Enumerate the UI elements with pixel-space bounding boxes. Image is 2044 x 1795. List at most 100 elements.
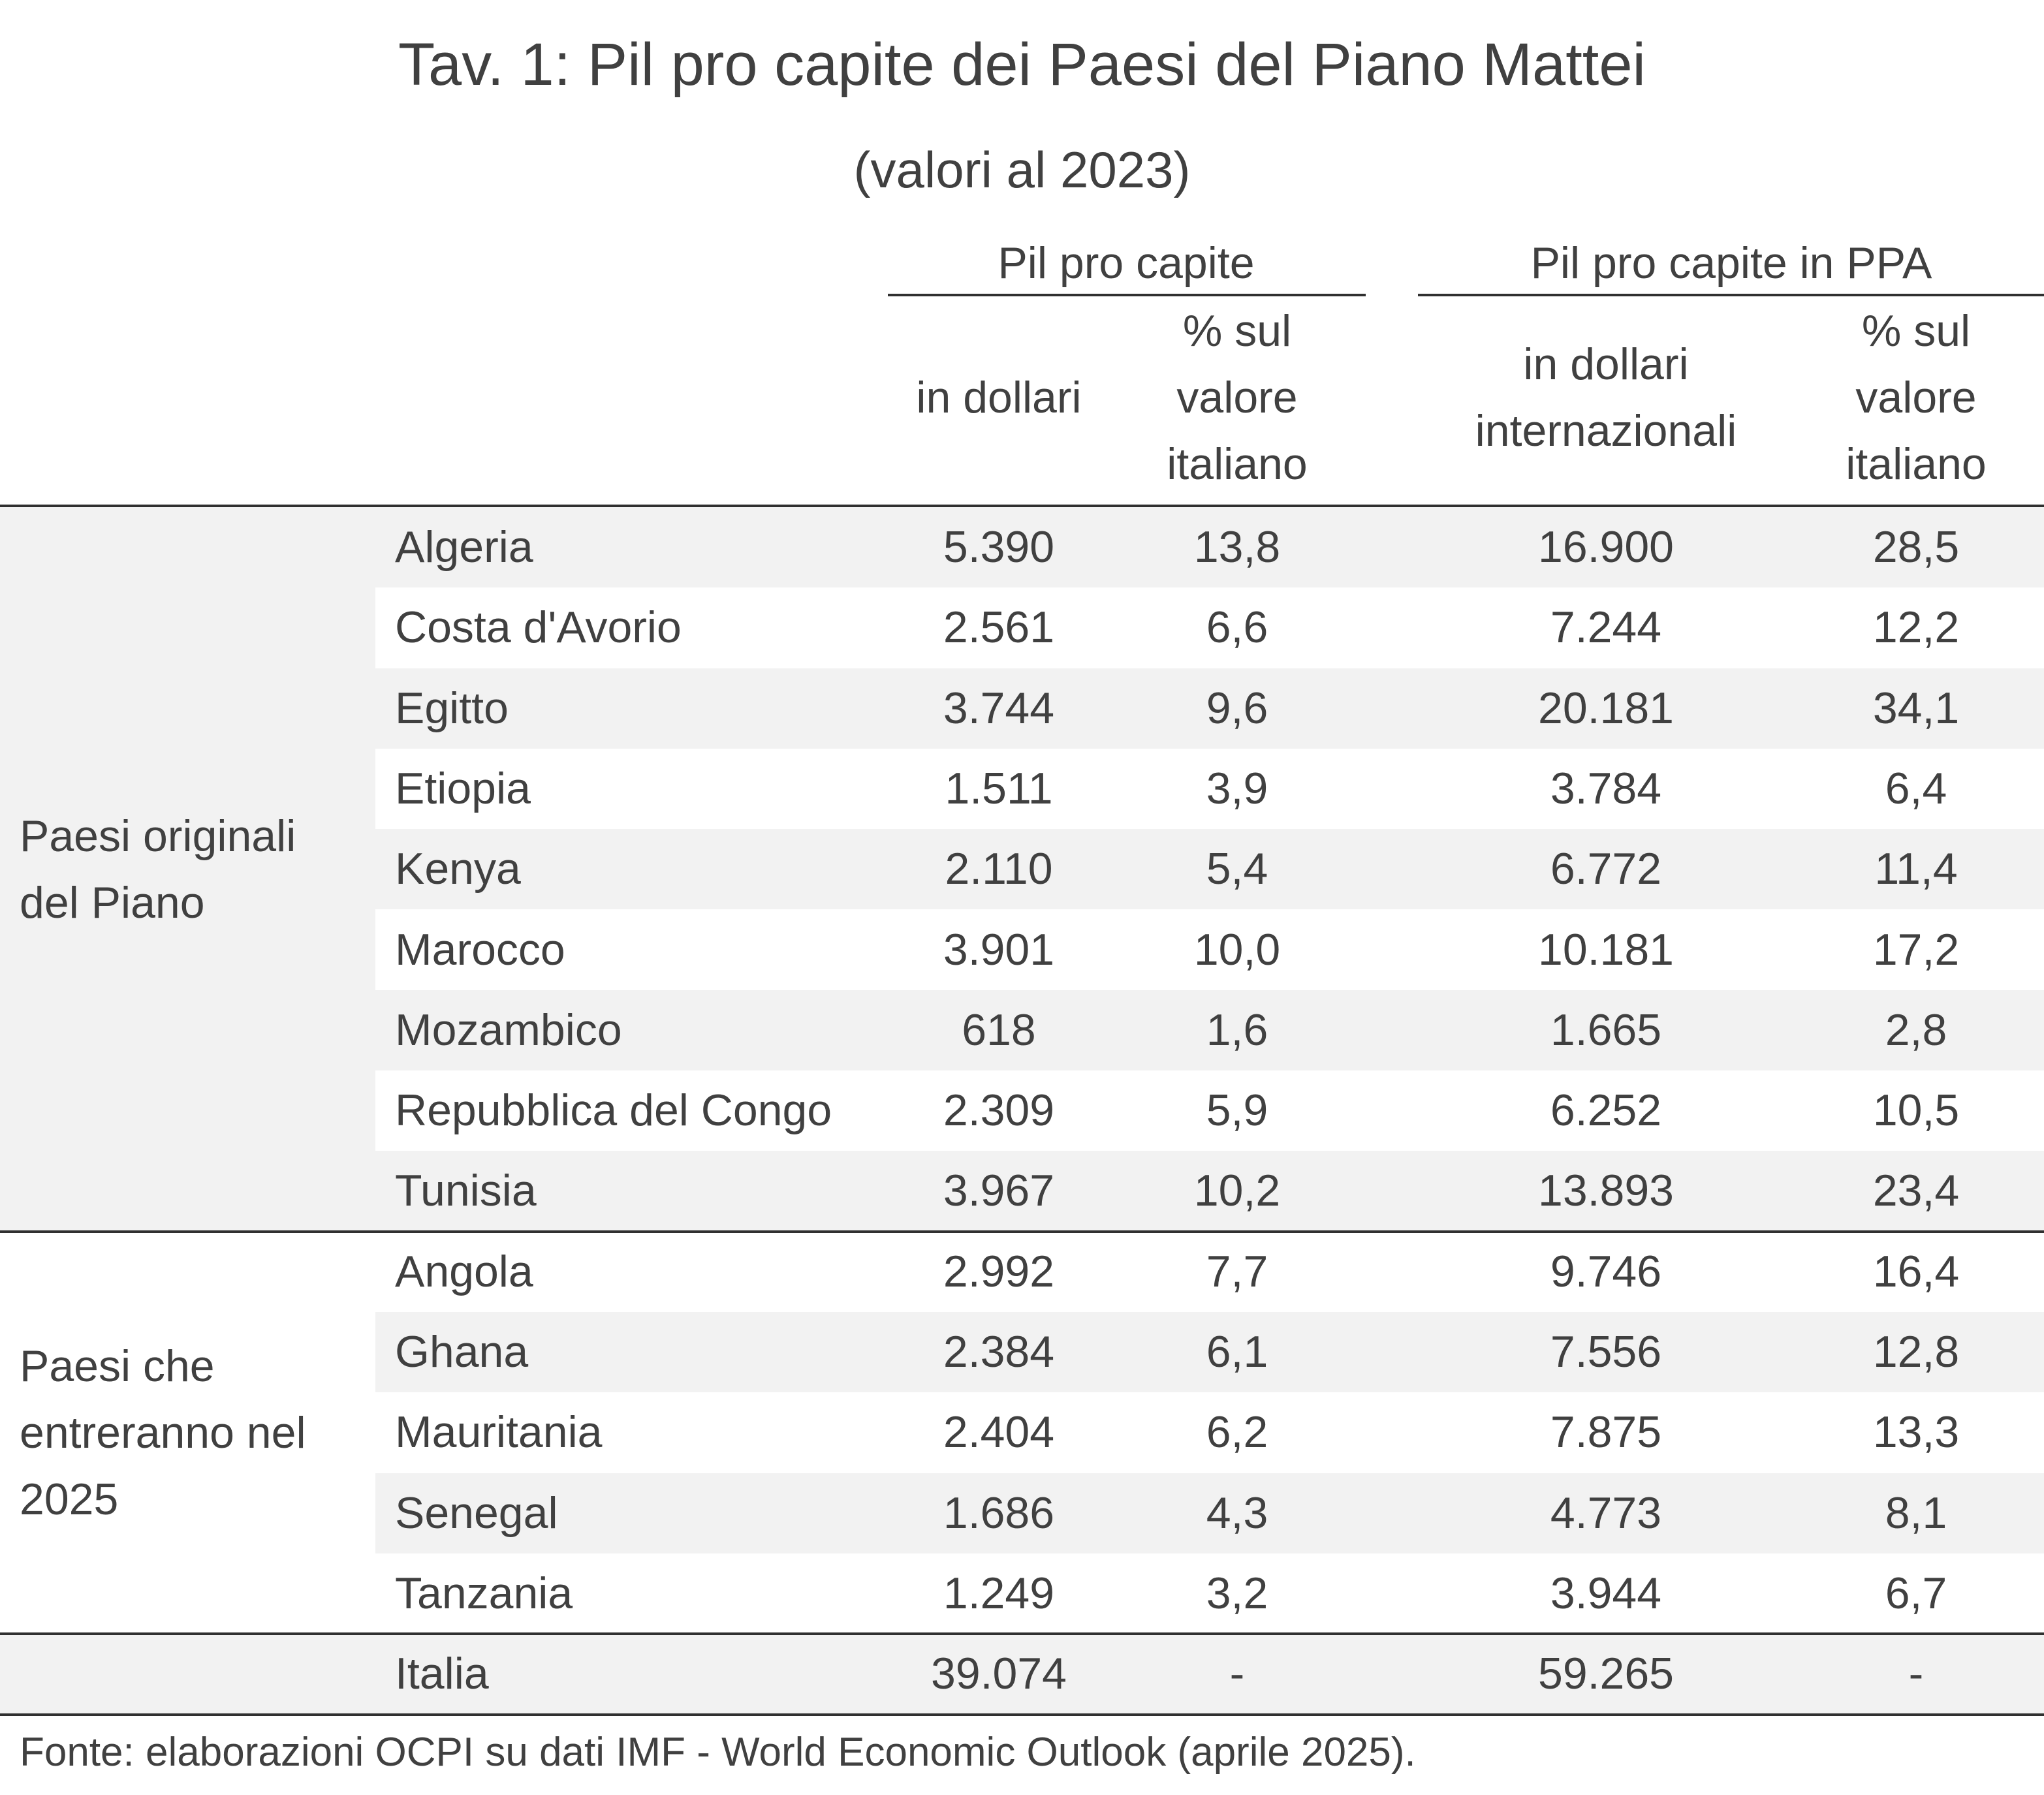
- ppa-pct-cell: 34,1: [1872, 683, 1960, 733]
- usd-cell: 3.967: [943, 1166, 1055, 1216]
- table-rule: [0, 1632, 2044, 1636]
- table-rule: [0, 1713, 2044, 1716]
- usd-cell: 2.384: [943, 1327, 1055, 1377]
- ppa-pct-cell: 8,1: [1885, 1488, 1947, 1538]
- row-background: [375, 668, 2044, 749]
- usd-pct-cell: 5,4: [1206, 844, 1268, 894]
- col-header-usd-line: in dollari: [916, 373, 1082, 422]
- col-header-line: valore: [1176, 373, 1298, 422]
- group-background: [0, 507, 375, 1232]
- table-rule: [0, 505, 2044, 507]
- usd-pct-cell: 6,6: [1206, 602, 1268, 653]
- group-header-ppa: Pil pro capite in PPA: [1530, 238, 1932, 288]
- ppa-pct-cell: 10,5: [1872, 1085, 1960, 1136]
- country-cell: Mozambico: [395, 1005, 622, 1055]
- group-background: [0, 1231, 375, 1634]
- table-rule: [0, 1230, 2044, 1233]
- usd-cell: 3.901: [943, 924, 1055, 975]
- ppa-pct-cell: 13,3: [1872, 1407, 1960, 1458]
- group-label: Paesi originali del Piano: [20, 803, 372, 936]
- group-label-line: Paesi che: [20, 1341, 215, 1391]
- ppa-cell: 1.665: [1550, 1005, 1662, 1055]
- page-subtitle: (valori al 2023): [853, 141, 1191, 198]
- country-cell: Etiopia: [395, 763, 531, 813]
- ppa-cell: 13.893: [1538, 1166, 1674, 1216]
- ppa-cell: 4.773: [1550, 1488, 1662, 1538]
- row-background: [375, 829, 2044, 910]
- ppa-cell: 16.900: [1538, 522, 1674, 572]
- usd-cell: 1.249: [943, 1568, 1055, 1618]
- usd-cell: 2.309: [943, 1085, 1055, 1136]
- usd-pct-cell: 3,9: [1206, 763, 1268, 813]
- ppa-pct-cell: 12,2: [1872, 602, 1960, 653]
- usd-pct-cell: 3,2: [1206, 1568, 1268, 1618]
- col-header-ppa: in dollari internazionali: [1430, 331, 1782, 464]
- col-header-line: in dollari: [1523, 339, 1689, 389]
- usd-pct-cell: 10,2: [1193, 1166, 1281, 1216]
- group-label-line: del Piano: [20, 877, 205, 928]
- ppa-cell: 20.181: [1538, 683, 1674, 733]
- usd-cell: 5.390: [943, 522, 1055, 572]
- usd-pct-cell: 13,8: [1193, 522, 1281, 572]
- usd-cell: 2.992: [943, 1246, 1055, 1296]
- ppa-cell: 7.244: [1550, 602, 1662, 653]
- ppa-cell: 7.556: [1550, 1327, 1662, 1377]
- ppa-pct-cell: 28,5: [1872, 522, 1960, 572]
- row-background: [375, 507, 2044, 587]
- country-cell: Costa d'Avorio: [395, 602, 682, 653]
- country-cell: Angola: [395, 1246, 533, 1296]
- group-label: Paesi che entreranno nel 2025: [20, 1333, 372, 1533]
- usd-pct-cell: 7,7: [1206, 1246, 1268, 1296]
- ppa-pct-cell: 23,4: [1872, 1166, 1960, 1216]
- country-cell: Marocco: [395, 924, 565, 975]
- ppa-cell: 10.181: [1538, 924, 1674, 975]
- country-cell: Tanzania: [395, 1568, 573, 1618]
- group-underline-ppa: [1418, 294, 2044, 296]
- col-header-usd-pct: % sul valore italiano: [1139, 298, 1335, 497]
- ppa-pct-cell: -: [1908, 1649, 1924, 1699]
- ppa-pct-cell: 12,8: [1872, 1327, 1960, 1377]
- ppa-cell: 3.784: [1550, 763, 1662, 813]
- country-cell: Tunisia: [395, 1166, 537, 1216]
- usd-pct-cell: -: [1229, 1649, 1245, 1699]
- usd-pct-cell: 10,0: [1193, 924, 1281, 975]
- ppa-pct-cell: 6,7: [1885, 1568, 1947, 1618]
- usd-pct-cell: 1,6: [1206, 1005, 1268, 1055]
- usd-cell: 618: [962, 1005, 1036, 1055]
- group-label-line: entreranno nel: [20, 1407, 306, 1458]
- ppa-cell: 6.772: [1550, 844, 1662, 894]
- usd-pct-cell: 4,3: [1206, 1488, 1268, 1538]
- row-background: [375, 1151, 2044, 1232]
- col-header-line: % sul: [1861, 306, 1971, 356]
- col-header-line: italiano: [1846, 439, 1987, 489]
- ppa-cell: 9.746: [1550, 1246, 1662, 1296]
- col-header-ppa-pct: % sul valore italiano: [1815, 298, 2017, 497]
- country-cell: Mauritania: [395, 1407, 603, 1458]
- ppa-cell: 3.944: [1550, 1568, 1662, 1618]
- ppa-pct-cell: 2,8: [1885, 1005, 1947, 1055]
- usd-cell: 3.744: [943, 683, 1055, 733]
- page-title: Tav. 1: Pil pro capite dei Paesi del Pia…: [398, 31, 1646, 98]
- country-cell: Egitto: [395, 683, 509, 733]
- row-background: [375, 1473, 2044, 1553]
- ppa-pct-cell: 6,4: [1885, 763, 1947, 813]
- usd-cell: 2.110: [945, 844, 1053, 894]
- usd-cell: 1.511: [945, 763, 1053, 813]
- group-header-pil: Pil pro capite: [998, 238, 1255, 288]
- usd-pct-cell: 5,9: [1206, 1085, 1268, 1136]
- usd-cell: 2.404: [943, 1407, 1055, 1458]
- ppa-cell: 7.875: [1550, 1407, 1662, 1458]
- country-cell: Italia: [395, 1649, 489, 1699]
- usd-pct-cell: 9,6: [1206, 683, 1268, 733]
- country-cell: Senegal: [395, 1488, 558, 1538]
- col-header-line: italiano: [1167, 439, 1308, 489]
- source-note: Fonte: elaborazioni OCPI su dati IMF - W…: [20, 1730, 1416, 1775]
- country-cell: Algeria: [395, 522, 533, 572]
- country-cell: Kenya: [395, 844, 521, 894]
- usd-cell: 1.686: [943, 1488, 1055, 1538]
- group-underline-pil: [888, 294, 1366, 296]
- ppa-cell: 6.252: [1550, 1085, 1662, 1136]
- group-label-line: 2025: [20, 1474, 119, 1524]
- row-background: [375, 990, 2044, 1070]
- usd-pct-cell: 6,1: [1206, 1327, 1268, 1377]
